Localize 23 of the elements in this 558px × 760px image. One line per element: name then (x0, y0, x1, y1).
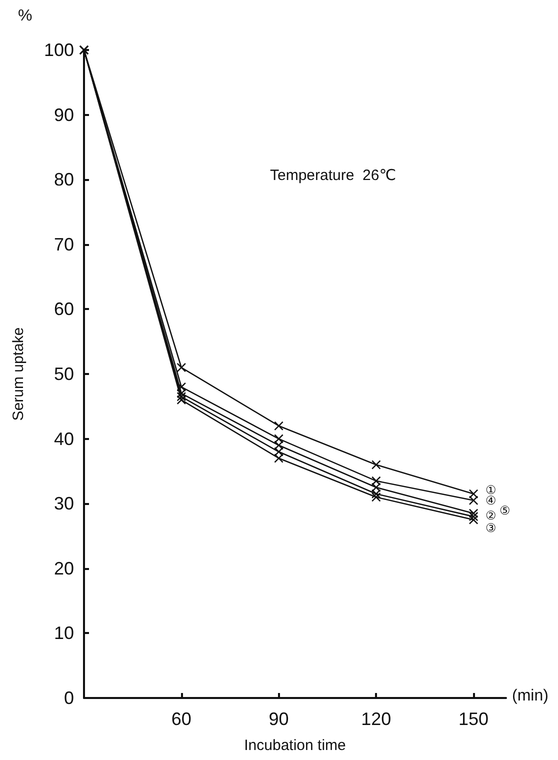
text: % (18, 8, 32, 24)
y-tick-label: 40 (54, 428, 74, 449)
x-tick-label: 150 (458, 709, 489, 729)
y-tick-label: 0 (64, 688, 74, 708)
y-tick-label: 70 (54, 234, 74, 254)
y-tick-label: 80 (54, 170, 74, 190)
series-label: ⑤ (500, 504, 510, 518)
y-axis-title: Serum uptake (10, 327, 27, 421)
text: (min) (512, 688, 548, 704)
y-tick-label: 50 (54, 364, 74, 384)
y-tick-label: 30 (54, 494, 74, 514)
y-tick-label: 10 (54, 623, 74, 644)
x-tick-label: 90 (268, 709, 289, 729)
x-tick-label: 60 (171, 709, 192, 729)
x-tick-label: 120 (361, 709, 392, 729)
series-label: ② (486, 508, 496, 522)
y-tick-label: 60 (54, 299, 74, 320)
x-axis-title: Incubation time (244, 737, 346, 754)
series-label: ③ (486, 520, 496, 535)
y-tick-label: 20 (54, 558, 74, 578)
y-tick-label: 90 (54, 104, 74, 125)
annotation: Temperature 26℃ (270, 167, 396, 184)
y-tick-label: 100 (44, 40, 74, 60)
